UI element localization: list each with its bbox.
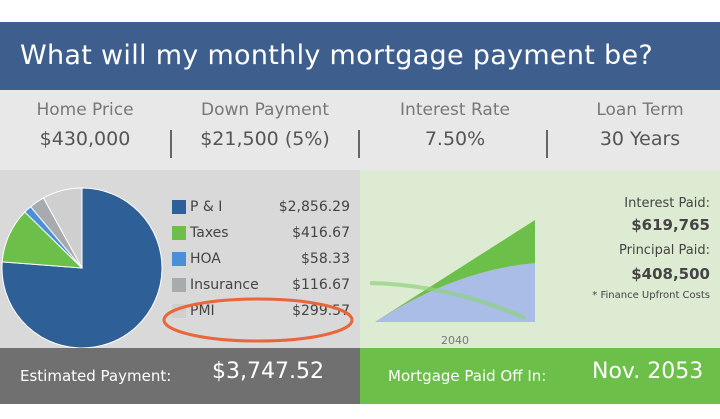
legend-amount: $58.33 — [301, 251, 350, 267]
legend-item-p-i: P & I $2,856.29 — [172, 199, 350, 215]
principal-paid-value: $408,500 — [631, 265, 710, 283]
estimated-payment-value: $3,747.52 — [212, 359, 324, 384]
divider — [546, 130, 548, 158]
legend-item-taxes: Taxes $416.67 — [172, 225, 350, 241]
value: 30 Years — [599, 128, 681, 150]
legend-swatch — [172, 226, 186, 240]
label: Loan Term — [596, 100, 684, 120]
legend-label: Taxes — [190, 225, 229, 241]
legend-amount: $416.67 — [292, 225, 350, 241]
label: Down Payment — [201, 100, 329, 120]
legend-label: HOA — [190, 251, 221, 267]
payoff-bar: Mortgage Paid Off In: Nov. 2053 — [360, 348, 720, 404]
amortization-panel: 2040 Interest Paid: $619,765 Principal P… — [360, 170, 720, 348]
legend-label: P & I — [190, 199, 223, 215]
divider — [358, 130, 360, 158]
legend-label: Insurance — [190, 277, 259, 293]
pmi-highlight-circle — [162, 297, 354, 343]
x-tick-label: 2040 — [441, 334, 469, 347]
label: Home Price — [36, 100, 134, 120]
estimated-payment-bar: Estimated Payment: $3,747.52 — [0, 348, 360, 404]
legend-swatch — [172, 200, 186, 214]
divider — [170, 130, 172, 158]
legend-amount: $2,856.29 — [278, 199, 350, 215]
payoff-value: Nov. 2053 — [592, 359, 704, 384]
value: $430,000 — [39, 128, 131, 150]
legend-swatch — [172, 278, 186, 292]
amortization-chart: 2040 — [369, 220, 535, 347]
legend-item-pmi: PMI $299.57 — [172, 303, 350, 319]
payment-breakdown: P & I $2,856.29 Taxes $416.67 HOA $58.33 Insur… — [0, 170, 360, 348]
principal-paid-label: Principal Paid: — [619, 243, 710, 258]
pie-slice-pmi — [42, 187, 83, 269]
legend-swatch — [172, 252, 186, 266]
estimated-payment-label: Estimated Payment: — [20, 367, 172, 385]
input-home-price[interactable]: Home Price $430,000 — [10, 100, 160, 150]
value: 7.50% — [424, 128, 486, 150]
interest-area — [375, 220, 535, 322]
input-interest-rate[interactable]: Interest Rate 7.50% — [370, 100, 540, 150]
pie-chart — [1, 187, 163, 348]
legend-item-insurance: Insurance $116.67 — [172, 277, 350, 293]
payoff-label: Mortgage Paid Off In: — [388, 367, 547, 385]
balance-line — [369, 281, 526, 320]
input-down-payment[interactable]: Down Payment $21,500 (5%) — [180, 100, 350, 150]
input-loan-term[interactable]: Loan Term 30 Years — [560, 100, 720, 150]
legend-item-hoa: HOA $58.33 — [172, 251, 350, 267]
interest-paid-value: $619,765 — [631, 216, 710, 234]
label: Interest Rate — [400, 100, 510, 120]
legend-amount: $116.67 — [292, 277, 350, 293]
legend-label: PMI — [190, 303, 215, 319]
value: $21,500 (5%) — [200, 128, 330, 150]
loan-inputs: Home Price $430,000 Down Payment $21,500 (… — [0, 90, 720, 170]
finance-upfront-costs-note[interactable]: * Finance Upfront Costs — [592, 290, 710, 301]
interest-paid-label: Interest Paid: — [624, 196, 710, 211]
page-title: What will my monthly mortgage payment be… — [0, 22, 720, 90]
